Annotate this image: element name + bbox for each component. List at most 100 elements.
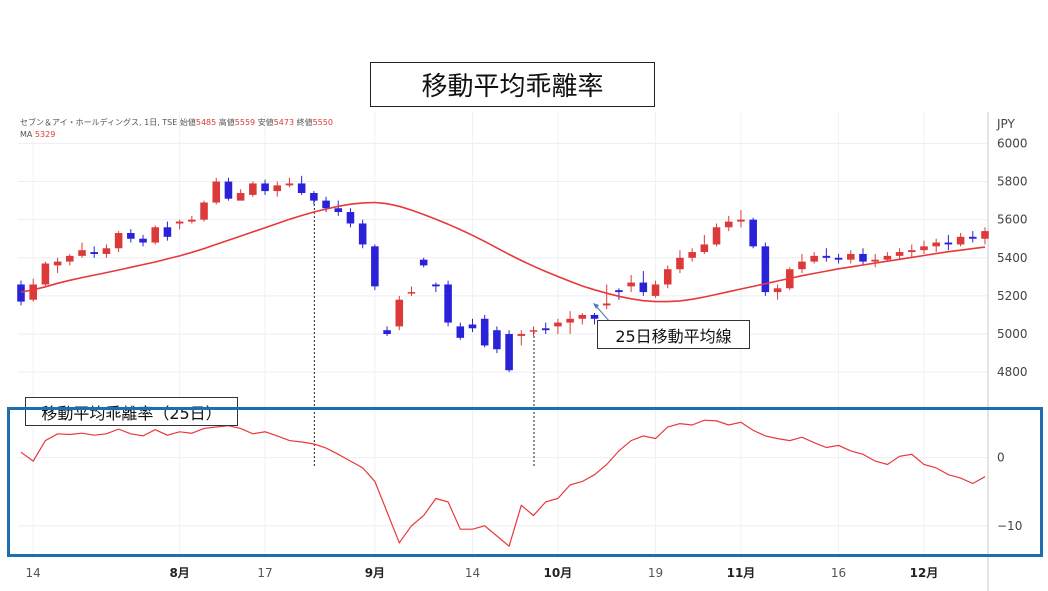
candle: [200, 202, 208, 220]
price-tick-label: 5600: [997, 213, 1028, 227]
ohlc-low: 安値5473: [257, 118, 295, 127]
x-tick-label: 11月: [727, 566, 756, 580]
price-tick-label: 5400: [997, 251, 1028, 265]
candle: [90, 252, 98, 254]
price-tick-label: 5200: [997, 289, 1028, 303]
deviation-tick-label: 0: [997, 451, 1005, 465]
deviation-callout: 移動平均乖離率（25日）: [25, 397, 238, 426]
candle: [188, 219, 196, 222]
chart-header: セブン＆アイ・ホールディングス, 1日, TSE 始値5485 高値5559 安…: [20, 117, 333, 128]
ma-header-value: 5329: [34, 130, 56, 139]
candle: [322, 200, 330, 209]
price-tick-label: 6000: [997, 136, 1028, 150]
candle: [761, 246, 770, 293]
ma-line: [20, 201, 986, 303]
ma-callout-arrow: [595, 305, 611, 323]
x-tick-label: 19: [648, 566, 663, 580]
candle: [17, 284, 25, 302]
price-axis: JPY 4800 5000 5200 5400 5600 5800 6000: [996, 117, 1028, 379]
price-tick-label: 4800: [997, 365, 1028, 379]
x-tick-label: 14: [465, 566, 480, 580]
candle: [41, 263, 50, 285]
ma-callout: 25日移動平均線: [597, 320, 750, 349]
ohlc-close: 終値5550: [296, 118, 333, 127]
candle: [358, 223, 367, 245]
candle: [676, 257, 684, 270]
ohlc-high: 高値5559: [218, 118, 256, 127]
candle: [78, 250, 86, 256]
candle: [493, 330, 501, 350]
deviation-line: [20, 419, 986, 548]
candle: [944, 242, 953, 245]
ohlc-open: 始値5485: [179, 118, 217, 127]
candle: [822, 255, 831, 258]
candle: [773, 288, 782, 293]
candle: [602, 303, 611, 306]
candle: [981, 231, 989, 239]
candle: [724, 221, 733, 228]
candle: [505, 334, 513, 371]
candle: [908, 250, 916, 253]
candle: [285, 183, 294, 186]
candle: [932, 242, 940, 247]
candle: [66, 255, 74, 262]
candle: [212, 181, 221, 203]
candle: [175, 221, 184, 224]
candle: [261, 183, 269, 192]
ma-header: MA 5329: [20, 130, 55, 139]
candle: [969, 236, 977, 239]
candle: [297, 183, 306, 193]
candle: [956, 236, 965, 245]
candle: [688, 252, 696, 258]
candle: [334, 208, 343, 213]
candle: [700, 244, 709, 253]
candle: [419, 259, 428, 266]
candle: [834, 257, 843, 260]
candle: [590, 314, 599, 319]
x-tick-label: 9月: [365, 566, 385, 580]
candle: [163, 227, 172, 237]
candle: [432, 284, 440, 287]
candle: [444, 284, 452, 323]
price-tick-label: 5800: [997, 175, 1028, 189]
candle: [541, 328, 550, 331]
grid-lines: [18, 112, 989, 591]
marker-lines: [313, 200, 535, 468]
candle: [273, 185, 282, 192]
deviation-axis: 0 −10: [997, 451, 1022, 533]
candle: [456, 326, 465, 338]
candle: [139, 238, 147, 243]
candle: [883, 255, 892, 260]
x-tick-label: 14: [26, 566, 41, 580]
candle: [517, 334, 526, 336]
candle: [29, 284, 37, 300]
candle: [627, 282, 635, 287]
candle: [639, 282, 648, 293]
candle: [920, 246, 928, 251]
candle: [566, 318, 574, 323]
candle: [859, 253, 867, 262]
candle: [249, 183, 257, 195]
page-title: 移動平均乖離率: [370, 62, 655, 107]
candle: [224, 181, 233, 199]
candle: [395, 299, 404, 327]
candle: [798, 261, 806, 270]
candle: [712, 227, 721, 245]
ma-header-label: MA: [20, 130, 33, 139]
candle: [346, 212, 355, 224]
x-tick-label: 8月: [169, 566, 189, 580]
candle: [615, 290, 623, 293]
candle: [468, 324, 477, 329]
candle: [846, 253, 855, 260]
candle: [383, 330, 391, 335]
chart-symbol: セブン＆アイ・ホールディングス, 1日, TSE: [20, 118, 178, 127]
candle: [895, 252, 904, 256]
candle: [480, 318, 489, 346]
x-tick-label: 12月: [910, 566, 939, 580]
candle: [737, 219, 745, 222]
ma-callout-arrowhead: [593, 303, 599, 309]
deviation-tick-label: −10: [997, 519, 1022, 533]
x-tick-label: 10月: [544, 566, 573, 580]
price-unit-label: JPY: [996, 117, 1016, 131]
x-tick-label: 16: [831, 566, 846, 580]
